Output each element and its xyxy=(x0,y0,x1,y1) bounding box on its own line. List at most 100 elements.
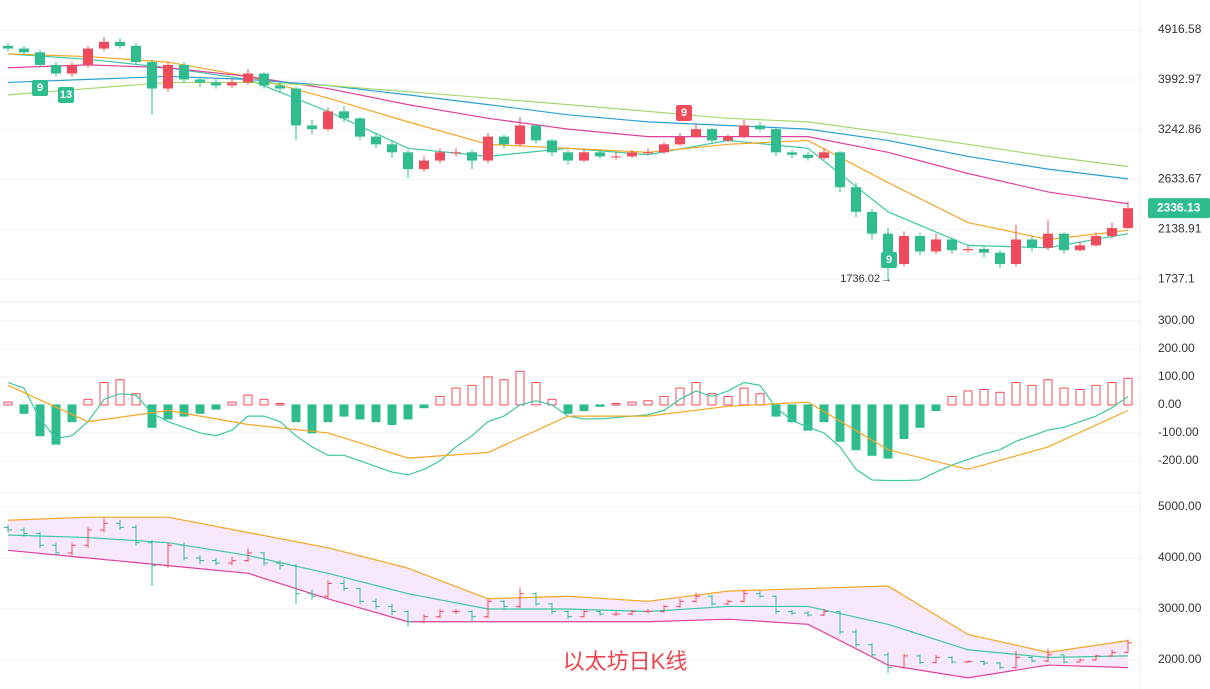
candle-body xyxy=(899,235,909,265)
candle-body xyxy=(531,125,541,141)
candle-body xyxy=(307,125,317,130)
candle-body xyxy=(851,187,861,212)
candle-body xyxy=(499,136,509,145)
candle-body xyxy=(99,41,109,49)
ma-line xyxy=(7,381,1129,482)
macd-bar xyxy=(931,404,941,412)
y-tick-label: 5000.00 xyxy=(1158,499,1202,513)
y-tick-label: 300.00 xyxy=(1158,313,1195,327)
macd-bar xyxy=(915,404,925,428)
macd-bar xyxy=(195,404,205,414)
macd-bar xyxy=(211,404,221,410)
ma-line xyxy=(7,53,1129,241)
candle-body xyxy=(595,152,605,157)
macd-bar xyxy=(851,404,861,451)
macd-bar xyxy=(515,370,525,406)
macd-bar xyxy=(819,404,829,423)
macd-bar xyxy=(947,396,957,406)
macd-bar xyxy=(339,404,349,417)
macd-bar xyxy=(675,387,685,406)
macd-bar xyxy=(1107,382,1117,406)
candle-body xyxy=(691,129,701,137)
macd-bar xyxy=(307,404,317,434)
macd-bar xyxy=(83,398,93,406)
candle-body xyxy=(435,152,445,161)
candle-body xyxy=(35,52,45,65)
macd-bar xyxy=(531,382,541,406)
macd-bar xyxy=(35,404,45,437)
candle-body xyxy=(1043,233,1053,248)
macd-bar xyxy=(147,404,157,428)
macd-bar xyxy=(883,404,893,459)
macd-bar xyxy=(787,404,797,423)
candle-body xyxy=(963,248,973,251)
candle-body xyxy=(291,88,301,126)
signal-label: 9 xyxy=(37,82,43,94)
macd-bar xyxy=(51,404,61,445)
candle-body xyxy=(275,85,285,89)
signal-marker xyxy=(58,87,74,103)
macd-bar xyxy=(1091,384,1101,406)
macd-bar xyxy=(643,400,653,406)
candle-body xyxy=(259,73,269,86)
candle-body xyxy=(947,239,957,251)
candle-body xyxy=(771,129,781,153)
candle-body xyxy=(419,160,429,170)
candle-body xyxy=(115,41,125,46)
candle-body xyxy=(547,140,557,153)
macd-bar xyxy=(659,396,669,406)
candle-body xyxy=(179,64,189,80)
macd-bar xyxy=(67,404,77,423)
candle-body xyxy=(563,152,573,161)
macd-bar xyxy=(275,403,285,406)
candle-body xyxy=(387,144,397,153)
candle-body xyxy=(755,125,765,130)
macd-bar xyxy=(995,391,1005,406)
candle-body xyxy=(451,152,461,154)
macd-bar xyxy=(323,404,333,423)
low-arrow: → xyxy=(881,273,892,285)
signal-marker xyxy=(32,80,48,96)
y-tick-label: 1737.1 xyxy=(1158,271,1195,285)
y-tick-label: -200.00 xyxy=(1158,453,1199,467)
macd-bar xyxy=(803,404,813,431)
candle-body xyxy=(131,45,141,63)
ma-line xyxy=(7,384,1129,470)
macd-bar xyxy=(563,404,573,414)
signal-label: 9 xyxy=(886,254,892,266)
last-price: 2336.13 xyxy=(1157,200,1201,214)
macd-bar xyxy=(755,393,765,406)
macd-bar xyxy=(1027,384,1037,406)
macd-bar xyxy=(707,393,717,406)
candle-body xyxy=(243,73,253,83)
ma-line xyxy=(7,549,1129,679)
macd-bar xyxy=(739,387,749,406)
candle-body xyxy=(355,118,365,137)
macd-bar xyxy=(179,404,189,417)
candle-body xyxy=(803,154,813,159)
macd-bar xyxy=(627,401,637,406)
macd-bar xyxy=(403,404,413,420)
macd-bar xyxy=(259,398,269,406)
low-annotation: 1736.02 xyxy=(840,273,880,285)
candle-body xyxy=(3,45,13,49)
macd-bar xyxy=(691,382,701,406)
candle-body xyxy=(1059,233,1069,251)
macd-bar xyxy=(451,387,461,406)
ma-line xyxy=(7,516,1129,653)
candle-body xyxy=(1075,245,1085,251)
candle-body xyxy=(323,111,333,130)
macd-bar xyxy=(499,379,509,406)
candle-body xyxy=(467,152,477,161)
macd-bar xyxy=(99,382,109,406)
y-tick-label: 2138.91 xyxy=(1158,221,1202,235)
candle-body xyxy=(1027,239,1037,248)
macd-bar xyxy=(19,404,29,414)
macd-bar xyxy=(3,401,13,406)
candle-body xyxy=(195,79,205,83)
macd-bar xyxy=(355,404,365,420)
candle-body xyxy=(819,152,829,159)
macd-bar xyxy=(579,404,589,412)
y-tick-label: 0.00 xyxy=(1158,397,1182,411)
